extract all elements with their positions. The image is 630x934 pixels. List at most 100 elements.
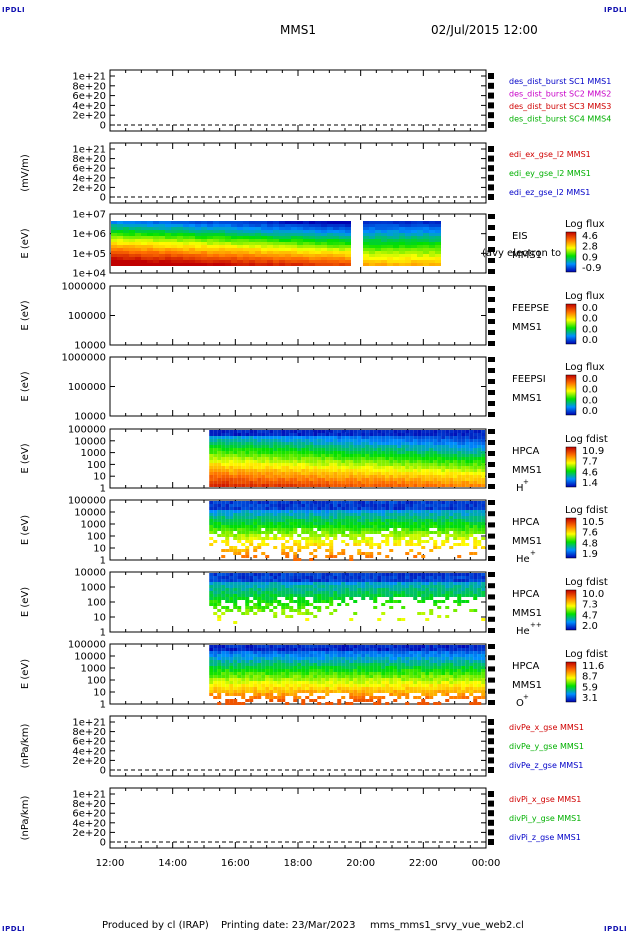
spectrogram-cell [201, 227, 207, 230]
spectrogram-cell [397, 591, 402, 594]
spectrogram-cell [249, 430, 254, 433]
right-marker [488, 368, 495, 373]
spectrogram-cell [277, 466, 282, 469]
spectrogram-cell [237, 251, 243, 254]
spectrogram-cell [285, 531, 290, 534]
spectrogram-cell [317, 585, 322, 588]
spectrogram-cell [241, 573, 246, 576]
spectrogram-cell [397, 469, 402, 472]
spectrogram-cell [457, 579, 462, 582]
spectrogram-cell [165, 248, 171, 251]
spectrogram-cell [153, 248, 159, 251]
spectrogram-cell [245, 666, 250, 669]
spectrogram-cell [237, 585, 242, 588]
spectrogram-cell [177, 227, 183, 230]
spectrogram-cell [261, 519, 266, 522]
spectrogram-cell [279, 257, 285, 260]
spectrogram-cell [279, 239, 285, 242]
spectrogram-cell [401, 513, 406, 516]
spectrogram-cell [189, 239, 195, 242]
spectrogram-cell [257, 609, 262, 612]
spectrogram-cell [257, 504, 262, 507]
spectrogram-cell [389, 445, 394, 448]
spectrogram-cell [159, 236, 165, 239]
spectrogram-cell [229, 663, 234, 666]
spectrogram-cell [387, 245, 393, 248]
spectrogram-cell [461, 519, 466, 522]
spectrogram-cell [397, 457, 402, 460]
spectrogram-cell [261, 507, 266, 510]
spectrogram-cell [309, 469, 314, 472]
spectrogram-cell [417, 257, 423, 260]
spectrogram-cell [387, 260, 393, 263]
legend-entry: des_dist_burst SC2 MMS2 [509, 90, 611, 99]
spectrogram-cell [297, 501, 302, 504]
spectrogram-cell [305, 516, 310, 519]
spectrogram-cell [225, 579, 230, 582]
spectrogram-cell [237, 576, 242, 579]
spectrogram-cell [401, 433, 406, 436]
spectrogram-cell [421, 513, 426, 516]
spectrogram-cell [281, 522, 286, 525]
spectrogram-cell [441, 543, 446, 546]
spectrogram-cell [231, 245, 237, 248]
spectrogram-cell [261, 436, 266, 439]
spectrogram-cell [353, 433, 358, 436]
spectrogram-cell [265, 466, 270, 469]
spectrogram-cell [233, 693, 238, 696]
spectrogram-cell [159, 260, 165, 263]
spectrogram-cell [285, 552, 290, 555]
spectrogram-cell [229, 549, 234, 552]
corner-label-bottom-right: IPDLI [604, 925, 628, 933]
spectrogram-cell [303, 263, 309, 266]
spectrogram-cell [305, 546, 310, 549]
spectrogram-cell [405, 436, 410, 439]
spectrogram-cell [421, 481, 426, 484]
spectrogram-cell [321, 516, 326, 519]
spectrogram-cell [329, 463, 334, 466]
spectrogram-cell [381, 582, 386, 585]
spectrogram-cell [365, 516, 370, 519]
spectrogram-cell [373, 451, 378, 454]
spectrogram-cell [249, 672, 254, 675]
spectrogram-cell [373, 475, 378, 478]
spectrogram-cell [261, 690, 266, 693]
spectrogram-cell [399, 263, 405, 266]
spectrogram-cell [321, 534, 326, 537]
panel-frame [109, 356, 487, 417]
spectrogram-cell [317, 436, 322, 439]
spectrogram-cell [433, 594, 438, 597]
spectrogram-cell [453, 609, 458, 612]
spectrogram-cell [321, 230, 327, 233]
spectrogram-cell [423, 227, 429, 230]
spectrogram-cell [397, 534, 402, 537]
spectrogram-cell [209, 516, 214, 519]
spectrogram-cell [297, 436, 302, 439]
spectrogram-cell [225, 504, 230, 507]
spectrogram-cell [401, 469, 406, 472]
spectrogram-cell [387, 239, 393, 242]
spectrogram-cell [469, 451, 474, 454]
spectrogram-cell [421, 448, 426, 451]
spectrogram-cell [301, 504, 306, 507]
spectrogram-cell [341, 600, 346, 603]
spectrogram-cell [413, 594, 418, 597]
spectrogram-cell [435, 236, 441, 239]
spectrogram-cell [449, 588, 454, 591]
spectrogram-cell [261, 687, 266, 690]
spectrogram-cell [209, 504, 214, 507]
spectrogram-cell [237, 230, 243, 233]
right-marker [488, 341, 495, 346]
spectrogram-cell [237, 481, 242, 484]
spectrogram-cell [309, 230, 315, 233]
spectrogram-cell [141, 242, 147, 245]
spectrogram-cell [445, 457, 450, 460]
spectrogram-cell [261, 481, 266, 484]
spectrogram-cell [377, 618, 382, 621]
spectrogram-cell [255, 260, 261, 263]
spectrogram-cell [441, 576, 446, 579]
spectrogram-cell [273, 257, 279, 260]
spectrogram-cell [261, 663, 266, 666]
spectrogram-cell [147, 260, 153, 263]
spectrogram-cell [441, 454, 446, 457]
